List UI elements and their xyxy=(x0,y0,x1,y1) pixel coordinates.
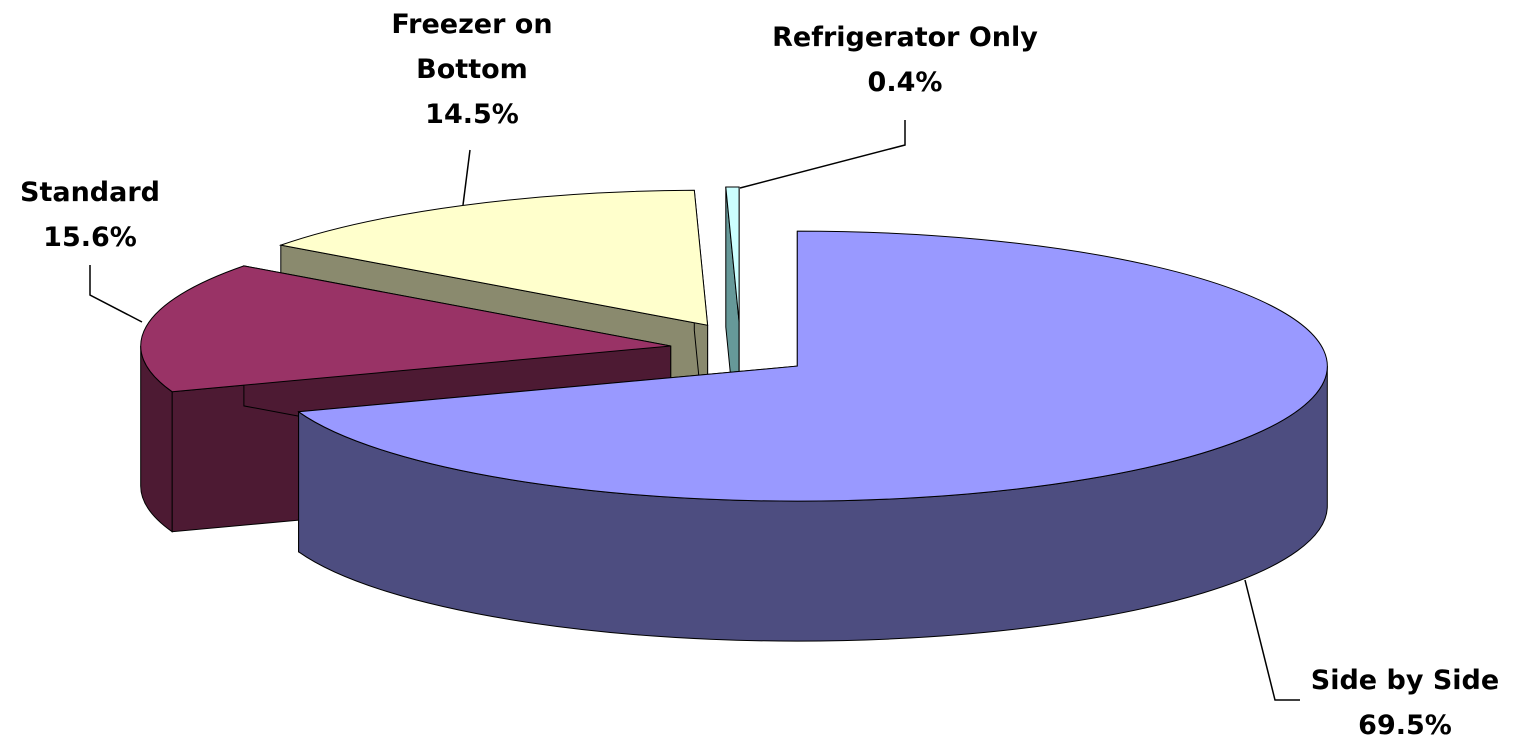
leader-line xyxy=(462,149,471,206)
leader-line xyxy=(89,265,143,323)
slice-top xyxy=(725,186,740,323)
slice-label: Refrigerator Only 0.4% xyxy=(740,15,1070,105)
category-label: Standard xyxy=(20,177,160,208)
category-label: Freezer on Bottom xyxy=(391,9,553,85)
slice-label: Side by Side 69.5% xyxy=(1275,658,1518,748)
category-label: Refrigerator Only xyxy=(772,22,1038,53)
leader-line xyxy=(1244,579,1300,701)
value-label: 15.6% xyxy=(43,222,137,253)
slice-top xyxy=(297,230,1328,502)
slice-label: Freezer on Bottom 14.5% xyxy=(367,2,577,137)
leader-line xyxy=(739,120,906,189)
slice-top xyxy=(140,265,671,393)
value-label: 69.5% xyxy=(1358,710,1452,741)
slice-label: Standard 15.6% xyxy=(0,170,180,260)
value-label: 14.5% xyxy=(425,99,519,130)
slice-top xyxy=(278,189,709,326)
value-label: 0.4% xyxy=(867,67,943,98)
category-label: Side by Side xyxy=(1310,665,1500,696)
